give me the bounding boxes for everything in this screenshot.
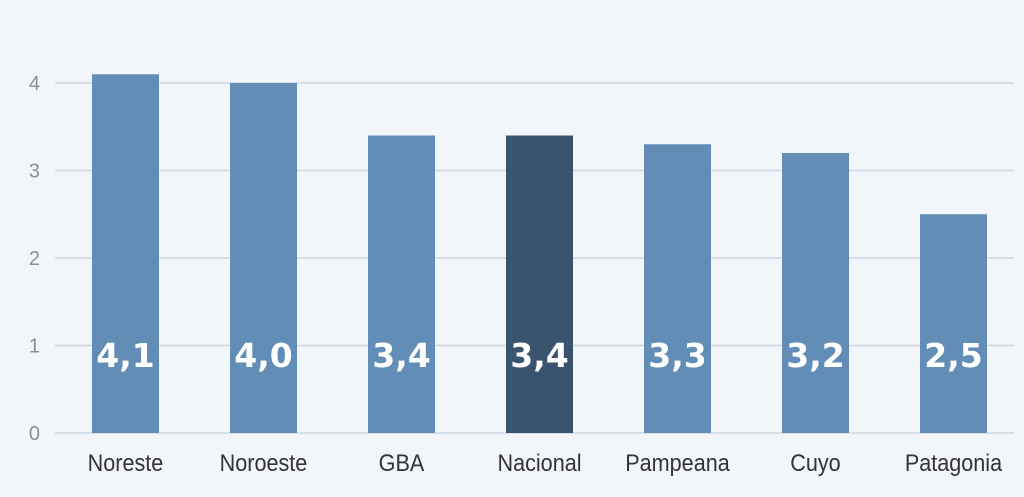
bar (230, 83, 297, 433)
data-label: 3,3 (648, 336, 706, 375)
data-label: 4,1 (96, 336, 154, 375)
bars (92, 74, 987, 433)
data-label: 4,0 (234, 336, 292, 375)
y-tick-label: 0 (29, 423, 40, 445)
y-tick-label: 3 (29, 161, 40, 183)
data-label: 3,4 (510, 336, 568, 375)
y-tick-label: 4 (29, 73, 40, 95)
bar (782, 153, 849, 433)
x-tick-label: Noroeste (220, 449, 308, 476)
value-labels: 4,1 4,0 3,4 3,4 3,3 3,2 2,5 (96, 336, 982, 375)
bar (644, 144, 711, 433)
data-label: 3,2 (786, 336, 844, 375)
x-tick-label: Noreste (88, 449, 164, 476)
x-axis-labels: Noreste Noroeste GBA Nacional Pampeana Cuyo Pa… (88, 449, 1003, 476)
x-tick-label: Patagonia (905, 449, 1003, 476)
x-tick-label: Cuyo (790, 449, 840, 476)
y-axis-ticks: 0 1 2 3 4 (29, 73, 40, 445)
x-tick-label: Nacional (497, 449, 581, 476)
x-tick-label: Pampeana (625, 449, 730, 476)
y-tick-label: 1 (29, 336, 40, 358)
bar (506, 135, 573, 433)
data-label: 3,4 (372, 336, 430, 375)
bar (368, 135, 435, 433)
data-label: 2,5 (924, 336, 982, 375)
bar (92, 74, 159, 433)
x-tick-label: GBA (379, 449, 425, 476)
y-tick-label: 2 (29, 248, 40, 270)
bar (920, 214, 987, 433)
